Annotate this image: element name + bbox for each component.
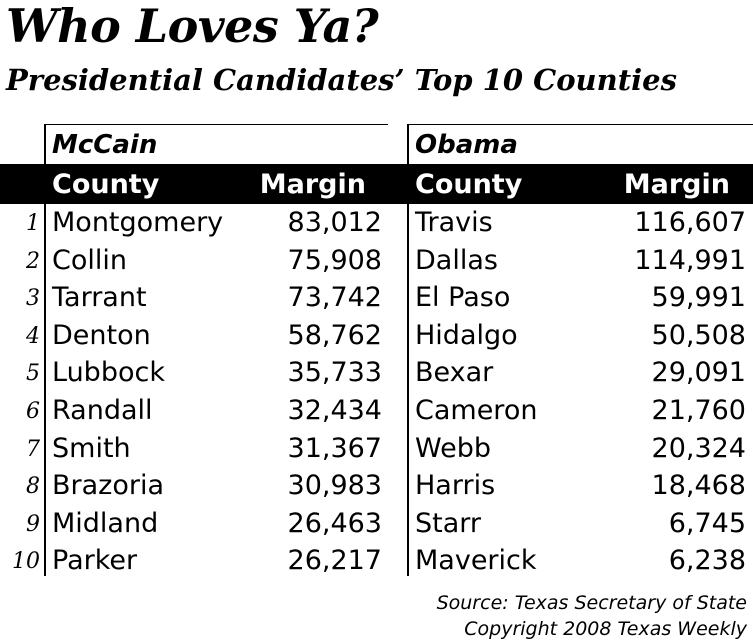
mccain-margin: 73,742 [287, 282, 382, 314]
mccain-margin: 31,367 [287, 432, 382, 464]
mccain-county-header: County [52, 169, 160, 200]
mccain-county: Denton [52, 319, 151, 351]
obama-county: Harris [415, 470, 496, 502]
obama-county: Bexar [415, 357, 494, 389]
obama-county: Cameron [415, 394, 538, 426]
obama-county: Starr [415, 507, 481, 539]
table-row: 4 Denton 58,762 Hidalgo 50,508 [0, 317, 753, 355]
obama-county: Maverick [415, 545, 537, 577]
obama-county: Travis [415, 207, 493, 238]
obama-county: Webb [415, 432, 492, 464]
obama-margin: 6,745 [668, 507, 746, 539]
mccain-margin: 58,762 [287, 319, 382, 351]
obama-margin: 116,607 [634, 207, 746, 238]
mccain-county: Brazoria [52, 470, 165, 502]
mccain-column-divider [44, 124, 46, 576]
table-row: 6 Randall 32,434 Cameron 21,760 [0, 392, 753, 430]
obama-county-header: County [415, 169, 523, 200]
column-header-bar [0, 164, 753, 204]
obama-county: El Paso [415, 282, 511, 314]
rank-number: 1 [26, 211, 40, 236]
obama-margin: 6,238 [668, 545, 746, 577]
rank-number: 10 [12, 549, 40, 575]
rank-number: 5 [26, 361, 40, 387]
mccain-margin: 83,012 [287, 207, 382, 238]
mccain-county: Randall [52, 394, 153, 426]
obama-county: Dallas [415, 244, 498, 276]
obama-margin: 114,991 [634, 244, 746, 276]
mccain-margin: 75,908 [287, 244, 382, 276]
county-table-body: 1 Montgomery 83,012 Travis 116,607 2 Col… [0, 204, 753, 580]
table-row: 8 Brazoria 30,983 Harris 18,468 [0, 467, 753, 505]
table-row: 1 Montgomery 83,012 Travis 116,607 [0, 204, 753, 242]
mccain-margin: 35,733 [287, 357, 382, 389]
table-row: 7 Smith 31,367 Webb 20,324 [0, 430, 753, 468]
rank-number: 3 [26, 286, 40, 312]
mccain-county: Parker [52, 545, 138, 577]
obama-margin: 50,508 [651, 319, 746, 351]
copyright-line: Copyright 2008 Texas Weekly [464, 618, 747, 640]
page-title: Who Loves Ya? [6, 0, 379, 53]
mccain-margin: 26,217 [287, 545, 382, 577]
mccain-county: Smith [52, 432, 131, 464]
rank-number: 2 [26, 248, 40, 274]
rank-number: 8 [26, 474, 40, 500]
rank-number: 6 [26, 398, 40, 424]
obama-margin: 59,991 [651, 282, 746, 314]
mccain-county: Lubbock [52, 357, 165, 389]
source-credit: Source: Texas Secretary of State Copyrig… [437, 590, 747, 642]
obama-heading: Obama [415, 130, 518, 160]
mccain-top-rule [44, 124, 388, 125]
obama-column-divider [407, 124, 409, 576]
rank-number: 9 [26, 511, 40, 537]
obama-margin: 29,091 [651, 357, 746, 389]
mccain-margin: 26,463 [287, 507, 382, 539]
mccain-county: Collin [52, 244, 127, 276]
table-row: 2 Collin 75,908 Dallas 114,991 [0, 242, 753, 280]
obama-margin: 18,468 [651, 470, 746, 502]
obama-margin: 20,324 [651, 432, 746, 464]
obama-margin-header: Margin [623, 169, 730, 200]
mccain-county: Tarrant [52, 282, 147, 314]
table-row: 3 Tarrant 73,742 El Paso 59,991 [0, 279, 753, 317]
mccain-county: Montgomery [52, 207, 224, 238]
mccain-heading: McCain [52, 130, 158, 160]
obama-top-rule [407, 124, 753, 125]
mccain-margin: 30,983 [287, 470, 382, 502]
page-subtitle: Presidential Candidates’ Top 10 Counties [6, 63, 677, 97]
source-line: Source: Texas Secretary of State [436, 592, 747, 614]
mccain-county: Midland [52, 507, 159, 539]
obama-county: Hidalgo [415, 319, 518, 351]
mccain-margin-header: Margin [259, 169, 366, 200]
rank-number: 7 [26, 436, 40, 462]
rank-number: 4 [26, 323, 40, 349]
table-row: 10 Parker 26,217 Maverick 6,238 [0, 542, 753, 580]
table-row: 5 Lubbock 35,733 Bexar 29,091 [0, 354, 753, 392]
mccain-margin: 32,434 [287, 394, 382, 426]
obama-margin: 21,760 [651, 394, 746, 426]
table-row: 9 Midland 26,463 Starr 6,745 [0, 505, 753, 543]
